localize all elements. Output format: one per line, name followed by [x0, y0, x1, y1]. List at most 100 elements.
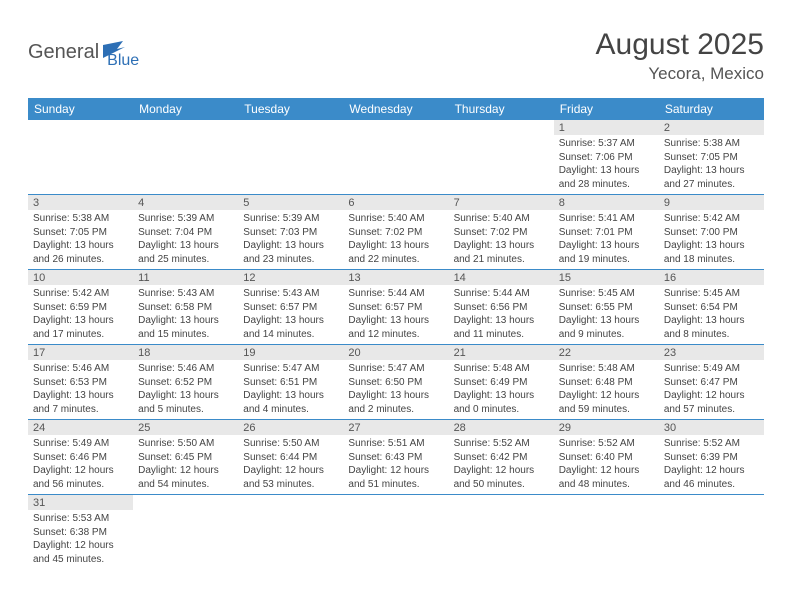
day-number: 19 [238, 345, 343, 360]
sunset-text: Sunset: 7:05 PM [33, 226, 128, 240]
daylight-text: Daylight: 13 hours and 22 minutes. [348, 239, 443, 266]
day-details: Sunrise: 5:49 AMSunset: 6:46 PMDaylight:… [28, 435, 133, 494]
sunset-text: Sunset: 6:39 PM [664, 451, 759, 465]
sunset-text: Sunset: 6:58 PM [138, 301, 233, 315]
day-number: 4 [133, 195, 238, 210]
calendar-day-cell: 3Sunrise: 5:38 AMSunset: 7:05 PMDaylight… [28, 195, 133, 270]
day-details [449, 123, 554, 128]
sunset-text: Sunset: 6:57 PM [348, 301, 443, 315]
calendar-day-cell: 29Sunrise: 5:52 AMSunset: 6:40 PMDayligh… [554, 420, 659, 495]
sunrise-text: Sunrise: 5:52 AM [559, 437, 654, 451]
sunrise-text: Sunrise: 5:44 AM [348, 287, 443, 301]
calendar-day-cell: 30Sunrise: 5:52 AMSunset: 6:39 PMDayligh… [659, 420, 764, 495]
weekday-header: Sunday [28, 98, 133, 120]
day-details [659, 498, 764, 503]
day-details: Sunrise: 5:52 AMSunset: 6:39 PMDaylight:… [659, 435, 764, 494]
calendar-day-cell: 17Sunrise: 5:46 AMSunset: 6:53 PMDayligh… [28, 345, 133, 420]
sunset-text: Sunset: 6:57 PM [243, 301, 338, 315]
calendar-week-row: 1Sunrise: 5:37 AMSunset: 7:06 PMDaylight… [28, 120, 764, 195]
day-details: Sunrise: 5:46 AMSunset: 6:53 PMDaylight:… [28, 360, 133, 419]
daylight-text: Daylight: 13 hours and 9 minutes. [559, 314, 654, 341]
day-number: 1 [554, 120, 659, 135]
sunset-text: Sunset: 6:59 PM [33, 301, 128, 315]
day-details: Sunrise: 5:46 AMSunset: 6:52 PMDaylight:… [133, 360, 238, 419]
calendar-day-cell: 8Sunrise: 5:41 AMSunset: 7:01 PMDaylight… [554, 195, 659, 270]
sunrise-text: Sunrise: 5:49 AM [33, 437, 128, 451]
day-number: 16 [659, 270, 764, 285]
month-title: August 2025 [596, 28, 764, 62]
sunset-text: Sunset: 6:50 PM [348, 376, 443, 390]
sunrise-text: Sunrise: 5:51 AM [348, 437, 443, 451]
day-details [449, 498, 554, 503]
sunrise-text: Sunrise: 5:39 AM [243, 212, 338, 226]
sunrise-text: Sunrise: 5:48 AM [559, 362, 654, 376]
day-number: 28 [449, 420, 554, 435]
day-number: 17 [28, 345, 133, 360]
title-block: August 2025 Yecora, Mexico [596, 28, 764, 84]
calendar-day-cell: 14Sunrise: 5:44 AMSunset: 6:56 PMDayligh… [449, 270, 554, 345]
calendar-day-cell: 6Sunrise: 5:40 AMSunset: 7:02 PMDaylight… [343, 195, 448, 270]
calendar-day-cell: 22Sunrise: 5:48 AMSunset: 6:48 PMDayligh… [554, 345, 659, 420]
sunset-text: Sunset: 7:02 PM [454, 226, 549, 240]
calendar-day-cell: 21Sunrise: 5:48 AMSunset: 6:49 PMDayligh… [449, 345, 554, 420]
day-details [238, 123, 343, 128]
calendar-day-cell: 28Sunrise: 5:52 AMSunset: 6:42 PMDayligh… [449, 420, 554, 495]
day-details: Sunrise: 5:45 AMSunset: 6:55 PMDaylight:… [554, 285, 659, 344]
sunset-text: Sunset: 6:44 PM [243, 451, 338, 465]
sunset-text: Sunset: 7:01 PM [559, 226, 654, 240]
sunrise-text: Sunrise: 5:42 AM [664, 212, 759, 226]
day-number: 20 [343, 345, 448, 360]
day-details [28, 123, 133, 128]
day-number: 9 [659, 195, 764, 210]
day-number: 10 [28, 270, 133, 285]
calendar-day-cell: 2Sunrise: 5:38 AMSunset: 7:05 PMDaylight… [659, 120, 764, 195]
calendar-header-row: SundayMondayTuesdayWednesdayThursdayFrid… [28, 98, 764, 120]
daylight-text: Daylight: 13 hours and 0 minutes. [454, 389, 549, 416]
weekday-header: Tuesday [238, 98, 343, 120]
daylight-text: Daylight: 12 hours and 45 minutes. [33, 539, 128, 566]
calendar-day-cell: 18Sunrise: 5:46 AMSunset: 6:52 PMDayligh… [133, 345, 238, 420]
calendar-day-cell [28, 120, 133, 195]
day-details: Sunrise: 5:37 AMSunset: 7:06 PMDaylight:… [554, 135, 659, 194]
calendar-day-cell: 27Sunrise: 5:51 AMSunset: 6:43 PMDayligh… [343, 420, 448, 495]
sunrise-text: Sunrise: 5:40 AM [454, 212, 549, 226]
calendar-day-cell: 10Sunrise: 5:42 AMSunset: 6:59 PMDayligh… [28, 270, 133, 345]
daylight-text: Daylight: 13 hours and 28 minutes. [559, 164, 654, 191]
day-number: 7 [449, 195, 554, 210]
calendar-day-cell: 20Sunrise: 5:47 AMSunset: 6:50 PMDayligh… [343, 345, 448, 420]
daylight-text: Daylight: 13 hours and 17 minutes. [33, 314, 128, 341]
calendar-table: SundayMondayTuesdayWednesdayThursdayFrid… [28, 98, 764, 569]
daylight-text: Daylight: 13 hours and 8 minutes. [664, 314, 759, 341]
daylight-text: Daylight: 13 hours and 25 minutes. [138, 239, 233, 266]
day-details: Sunrise: 5:44 AMSunset: 6:57 PMDaylight:… [343, 285, 448, 344]
day-number: 25 [133, 420, 238, 435]
daylight-text: Daylight: 12 hours and 51 minutes. [348, 464, 443, 491]
daylight-text: Daylight: 12 hours and 46 minutes. [664, 464, 759, 491]
sunrise-text: Sunrise: 5:38 AM [664, 137, 759, 151]
sunrise-text: Sunrise: 5:40 AM [348, 212, 443, 226]
day-details [343, 123, 448, 128]
calendar-day-cell: 19Sunrise: 5:47 AMSunset: 6:51 PMDayligh… [238, 345, 343, 420]
sunrise-text: Sunrise: 5:38 AM [33, 212, 128, 226]
calendar-day-cell: 7Sunrise: 5:40 AMSunset: 7:02 PMDaylight… [449, 195, 554, 270]
daylight-text: Daylight: 13 hours and 4 minutes. [243, 389, 338, 416]
sunset-text: Sunset: 6:56 PM [454, 301, 549, 315]
daylight-text: Daylight: 12 hours and 56 minutes. [33, 464, 128, 491]
day-details: Sunrise: 5:51 AMSunset: 6:43 PMDaylight:… [343, 435, 448, 494]
day-number: 26 [238, 420, 343, 435]
weekday-header: Wednesday [343, 98, 448, 120]
daylight-text: Daylight: 13 hours and 2 minutes. [348, 389, 443, 416]
day-details: Sunrise: 5:43 AMSunset: 6:58 PMDaylight:… [133, 285, 238, 344]
day-number: 29 [554, 420, 659, 435]
sunset-text: Sunset: 6:55 PM [559, 301, 654, 315]
daylight-text: Daylight: 13 hours and 14 minutes. [243, 314, 338, 341]
calendar-day-cell: 4Sunrise: 5:39 AMSunset: 7:04 PMDaylight… [133, 195, 238, 270]
day-number: 23 [659, 345, 764, 360]
day-number: 15 [554, 270, 659, 285]
day-details: Sunrise: 5:48 AMSunset: 6:48 PMDaylight:… [554, 360, 659, 419]
daylight-text: Daylight: 12 hours and 53 minutes. [243, 464, 338, 491]
day-details: Sunrise: 5:39 AMSunset: 7:04 PMDaylight:… [133, 210, 238, 269]
day-details: Sunrise: 5:43 AMSunset: 6:57 PMDaylight:… [238, 285, 343, 344]
day-number: 22 [554, 345, 659, 360]
sunset-text: Sunset: 7:00 PM [664, 226, 759, 240]
